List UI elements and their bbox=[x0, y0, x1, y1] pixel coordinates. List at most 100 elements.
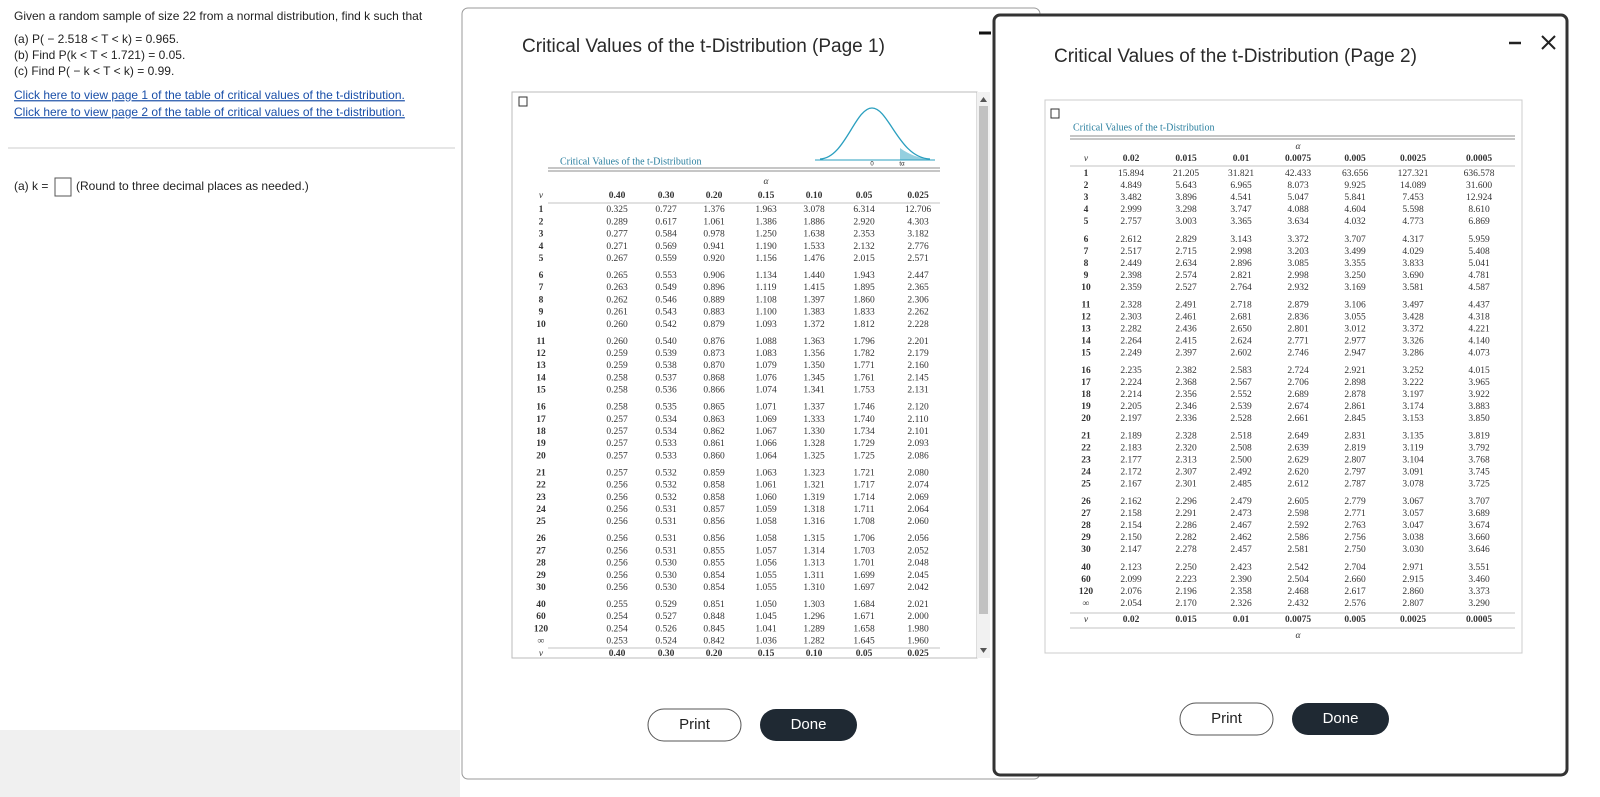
table-cell: 2.282 bbox=[1120, 324, 1142, 334]
table-cell: 3.078 bbox=[803, 205, 825, 215]
table-cell: 2.353 bbox=[853, 230, 875, 240]
table-cell: 0.256 bbox=[606, 517, 628, 527]
table-cell: 3.497 bbox=[1402, 300, 1424, 310]
done-button[interactable] bbox=[760, 709, 857, 741]
table-cell: 2.612 bbox=[1120, 235, 1142, 245]
table-cell: 3.365 bbox=[1230, 217, 1252, 227]
table-cell: 1.383 bbox=[803, 308, 825, 318]
table-cell: 0.258 bbox=[606, 386, 628, 396]
table-cell: 1.476 bbox=[803, 254, 825, 264]
table-cell: 0.258 bbox=[606, 373, 628, 383]
df-cell: 2 bbox=[539, 217, 544, 227]
table-cell: 3.104 bbox=[1402, 456, 1424, 466]
column-header: 0.0025 bbox=[1400, 615, 1426, 625]
table-cell: 1.282 bbox=[803, 637, 825, 647]
table-cell: 0.533 bbox=[655, 451, 677, 461]
table-cell: 2.724 bbox=[1287, 366, 1309, 376]
df-cell: 15 bbox=[1081, 348, 1091, 358]
table-cell: 0.860 bbox=[703, 451, 725, 461]
df-cell: 16 bbox=[536, 403, 546, 413]
table-cell: 2.468 bbox=[1287, 587, 1309, 597]
df-header: v bbox=[539, 191, 544, 201]
table-cell: 2.763 bbox=[1344, 521, 1366, 531]
table-cell: 3.135 bbox=[1402, 432, 1424, 442]
table-cell: 3.326 bbox=[1402, 336, 1424, 346]
table-cell: 2.326 bbox=[1230, 599, 1252, 609]
table-cell: 2.831 bbox=[1344, 432, 1366, 442]
table-cell: 0.265 bbox=[606, 271, 628, 281]
table-cell: 1.645 bbox=[853, 637, 875, 647]
table-cell: 12.924 bbox=[1466, 193, 1492, 203]
table-cell: 0.257 bbox=[606, 415, 628, 425]
table-cell: 2.278 bbox=[1175, 545, 1197, 555]
table-cell: 1.415 bbox=[803, 283, 825, 293]
table-cell: 2.162 bbox=[1120, 497, 1142, 507]
table-cell: 0.530 bbox=[655, 571, 677, 581]
table-cell: 2.356 bbox=[1175, 390, 1197, 400]
scroll-up[interactable] bbox=[980, 97, 987, 102]
table-cell: 1.796 bbox=[853, 337, 875, 347]
df-cell: 3 bbox=[539, 230, 544, 240]
table-cell: 2.542 bbox=[1287, 563, 1309, 573]
table-cell: 2.064 bbox=[907, 505, 929, 515]
done-button[interactable] bbox=[1292, 703, 1389, 735]
table-cell: 8.073 bbox=[1287, 181, 1309, 191]
table-cell: 2.776 bbox=[907, 242, 929, 252]
table-cell: 6.869 bbox=[1468, 217, 1490, 227]
table-cell: 3.581 bbox=[1402, 283, 1424, 293]
table-cell: 2.320 bbox=[1175, 444, 1197, 454]
df-cell: 30 bbox=[536, 583, 546, 593]
column-header: 0.40 bbox=[609, 649, 626, 659]
table-cell: 2.336 bbox=[1175, 414, 1197, 424]
table-cell: 1.319 bbox=[803, 493, 825, 503]
table-cell: 4.781 bbox=[1468, 271, 1490, 281]
table-cell: 0.263 bbox=[606, 283, 628, 293]
df-cell: 8 bbox=[539, 295, 544, 305]
table-cell: 0.254 bbox=[606, 612, 628, 622]
table-cell: 2.048 bbox=[907, 559, 929, 569]
table-cell: 1.812 bbox=[853, 320, 875, 330]
table-cell: 2.328 bbox=[1120, 300, 1142, 310]
table-cell: 3.169 bbox=[1344, 283, 1366, 293]
table-cell: 2.042 bbox=[907, 583, 929, 593]
table-cell: 2.617 bbox=[1344, 587, 1366, 597]
table-cell: 1.057 bbox=[755, 546, 777, 556]
table-cell: 1.313 bbox=[803, 559, 825, 569]
column-header: 0.20 bbox=[706, 649, 723, 659]
answer-input[interactable] bbox=[54, 177, 72, 197]
table-frame bbox=[511, 91, 978, 659]
table-cell: 1.746 bbox=[853, 403, 875, 413]
df-cell: 20 bbox=[536, 451, 546, 461]
table-cell: 2.491 bbox=[1175, 300, 1197, 310]
table-cell: 2.307 bbox=[1175, 468, 1197, 478]
table-cell: 1.093 bbox=[755, 320, 777, 330]
table-cell: 3.153 bbox=[1402, 414, 1424, 424]
print-icon[interactable] bbox=[1050, 108, 1060, 119]
table-cell: 2.518 bbox=[1230, 432, 1252, 442]
table-cell: 2.382 bbox=[1175, 366, 1197, 376]
link[interactable]: Click here to view page 1 of the table o… bbox=[14, 88, 405, 102]
table-cell: 6.314 bbox=[853, 205, 875, 215]
table-cell: 0.529 bbox=[655, 600, 677, 610]
df-cell: 10 bbox=[536, 320, 546, 330]
table-cell: 3.922 bbox=[1468, 390, 1490, 400]
table-cell: 2.771 bbox=[1344, 509, 1366, 519]
table-cell: 0.257 bbox=[606, 451, 628, 461]
table-cell: 0.256 bbox=[606, 559, 628, 569]
alpha-label: α bbox=[1296, 142, 1302, 152]
table-cell: 3.047 bbox=[1402, 521, 1424, 531]
print-icon[interactable] bbox=[518, 96, 528, 107]
df-cell: 26 bbox=[1081, 497, 1091, 507]
print-button[interactable] bbox=[647, 708, 742, 742]
scroll-down[interactable] bbox=[980, 648, 987, 653]
close-icon[interactable] bbox=[1541, 35, 1556, 50]
table-cell: 1.063 bbox=[755, 468, 777, 478]
column-header: 0.005 bbox=[1344, 615, 1366, 625]
table-cell: 2.528 bbox=[1230, 414, 1252, 424]
df-cell: 10 bbox=[1081, 283, 1091, 293]
link[interactable]: Click here to view page 2 of the table o… bbox=[14, 105, 405, 119]
table-cell: 2.120 bbox=[907, 403, 929, 413]
print-button[interactable] bbox=[1179, 702, 1274, 736]
scrollbar-thumb[interactable] bbox=[979, 106, 988, 614]
